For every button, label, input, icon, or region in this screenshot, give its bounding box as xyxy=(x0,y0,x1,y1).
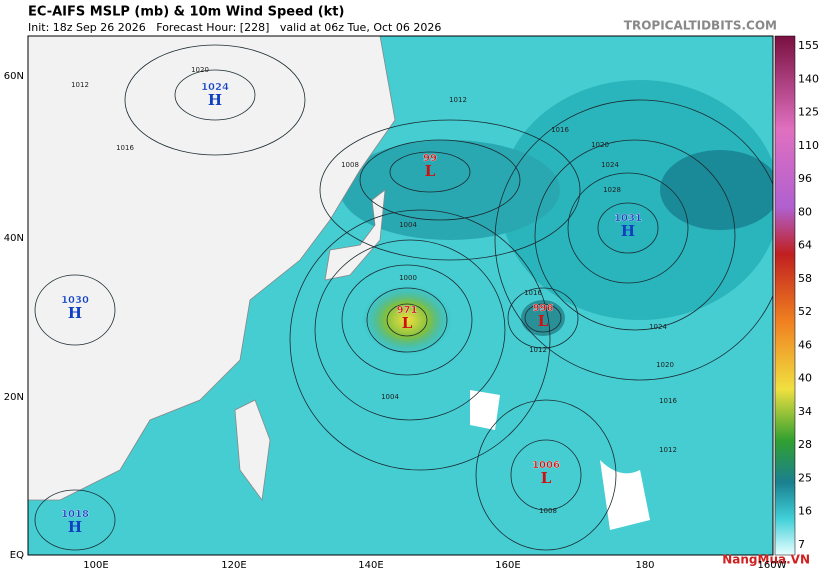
center-pressure: 1018 xyxy=(61,509,89,520)
subtitle: Init: 18z Sep 26 2026 Forecast Hour: [22… xyxy=(28,21,441,34)
colorbar-label: 46 xyxy=(798,338,812,351)
colorbar-label: 7 xyxy=(798,538,805,551)
isobar-label: 1016 xyxy=(524,289,542,297)
isobar-label: 1004 xyxy=(381,393,399,401)
lon-label: 160E xyxy=(495,560,520,571)
isobar-label: 1012 xyxy=(71,81,89,89)
colorbar-label: 16 xyxy=(798,505,812,518)
colorbar-label: 28 xyxy=(798,438,812,451)
center-pressure: 99 xyxy=(423,153,437,164)
center-pressure: 1030 xyxy=(61,295,89,306)
center-pressure: 1031 xyxy=(614,213,642,224)
colorbar-label: 34 xyxy=(798,405,812,418)
colorbar xyxy=(774,35,796,556)
isobar-label: 1016 xyxy=(551,126,569,134)
center-symbol: L xyxy=(538,312,549,330)
lat-label: 20N xyxy=(4,392,24,403)
lat-label: 60N xyxy=(4,71,24,82)
isobar-label: 1012 xyxy=(449,96,467,104)
center-symbol: H xyxy=(621,222,635,240)
isobar-label: 1024 xyxy=(649,323,667,331)
isobar-label: 1016 xyxy=(116,144,134,152)
center-symbol: L xyxy=(425,162,436,180)
isobar-label: 1004 xyxy=(399,221,417,229)
isobar-label: 1008 xyxy=(539,507,557,515)
center-symbol: H xyxy=(68,304,82,322)
lat-label: EQ xyxy=(10,550,24,561)
isobar-label: 1020 xyxy=(191,66,209,74)
center-symbol: H xyxy=(68,518,82,536)
site-name: TROPICALTIDBITS.COM xyxy=(624,19,777,33)
colorbar-label: 155 xyxy=(798,39,819,52)
isobar-label: 1012 xyxy=(659,446,677,454)
center-pressure: 1024 xyxy=(201,82,229,93)
colorbar-label: 25 xyxy=(798,471,812,484)
center-pressure: 1006 xyxy=(532,460,560,471)
isobar-label: 1012 xyxy=(529,346,547,354)
isobar-label: 1008 xyxy=(341,161,359,169)
center-symbol: L xyxy=(541,469,552,487)
isobars xyxy=(34,44,773,551)
colorbar-label: 125 xyxy=(798,106,819,119)
colorbar-label: 140 xyxy=(798,72,819,85)
lon-label: 180 xyxy=(635,560,654,571)
colorbar-label: 58 xyxy=(798,272,812,285)
colorbar-label: 80 xyxy=(798,205,812,218)
isobar-label: 1024 xyxy=(601,161,619,169)
colorbar-label: 110 xyxy=(798,139,819,152)
map-frame xyxy=(27,35,774,556)
colorbar-label: 64 xyxy=(798,239,812,252)
lat-label: 40N xyxy=(4,233,24,244)
lon-label: 160W xyxy=(758,560,787,571)
colorbar-label: 52 xyxy=(798,305,812,318)
isobar-label: 1020 xyxy=(656,361,674,369)
colorbar-label: 40 xyxy=(798,372,812,385)
center-pressure: 971 xyxy=(397,305,418,316)
colorbar-label: 96 xyxy=(798,172,812,185)
isobar-label: 1028 xyxy=(603,186,621,194)
isobar-label: 1016 xyxy=(659,397,677,405)
center-symbol: L xyxy=(402,314,413,332)
lon-label: 120E xyxy=(221,560,246,571)
lon-label: 140E xyxy=(358,560,383,571)
isobar-label: 1000 xyxy=(399,274,417,282)
map-area xyxy=(28,36,773,555)
lon-label: 100E xyxy=(83,560,108,571)
center-pressure: 996 xyxy=(533,303,554,314)
center-symbol: H xyxy=(208,91,222,109)
watermark: NangMua.VN xyxy=(722,553,810,567)
isobar-label: 1020 xyxy=(591,141,609,149)
title: EC-AIFS MSLP (mb) & 10m Wind Speed (kt) xyxy=(28,5,344,20)
